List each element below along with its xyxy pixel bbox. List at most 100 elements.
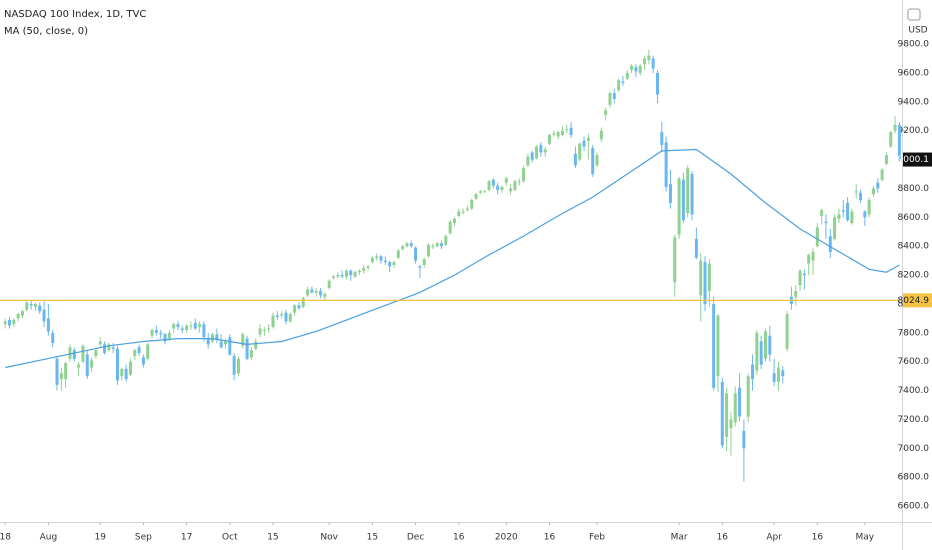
candle-body xyxy=(414,247,418,261)
candle-body xyxy=(854,191,858,193)
x-tick-label: 15 xyxy=(367,533,378,543)
candle-body xyxy=(608,93,612,105)
candle-body xyxy=(630,65,634,71)
y-tick-label: 9800.0 xyxy=(898,40,930,50)
indicator-legend: MA (50, close, 0) xyxy=(4,26,88,37)
x-tick-label: May xyxy=(856,533,875,543)
candle-body xyxy=(742,431,746,449)
candle-body xyxy=(643,58,647,65)
x-tick-label: 2020 xyxy=(495,533,518,543)
candle-body xyxy=(25,302,29,310)
candle-body xyxy=(133,350,137,356)
last-price-tag xyxy=(903,152,932,167)
candle-body xyxy=(409,243,413,247)
candle-body xyxy=(357,270,361,273)
candle-body xyxy=(582,140,586,147)
candle-body xyxy=(98,341,102,345)
x-tick-label: 16 xyxy=(453,533,465,543)
candle-body xyxy=(288,314,292,322)
candle-body xyxy=(167,332,171,339)
candle-body xyxy=(729,419,733,429)
candle-body xyxy=(185,325,189,330)
candle-body xyxy=(314,290,318,293)
candle-body xyxy=(755,332,759,371)
candle-body xyxy=(189,325,193,327)
x-tick-label: 17 xyxy=(181,533,192,543)
candle-body xyxy=(392,262,396,265)
candle-body xyxy=(560,130,564,136)
candle-body xyxy=(712,303,716,388)
candle-body xyxy=(703,262,707,304)
candle-body xyxy=(236,358,240,374)
candle-body xyxy=(478,191,482,193)
candle-body xyxy=(249,350,253,358)
candle-body xyxy=(820,210,824,216)
candle-body xyxy=(595,155,599,166)
candle-body xyxy=(539,145,543,153)
candle-body xyxy=(647,55,651,60)
candle-body xyxy=(547,135,551,144)
candle-body xyxy=(785,314,789,349)
candle-body xyxy=(353,272,357,277)
candle-body xyxy=(526,156,530,166)
candle-body xyxy=(759,341,763,365)
candle-body xyxy=(699,260,703,296)
candle-body xyxy=(323,293,327,297)
candle-body xyxy=(694,238,698,258)
candle-body xyxy=(591,148,595,174)
candle-body xyxy=(457,211,461,216)
candle-body xyxy=(103,344,107,354)
candle-body xyxy=(841,210,845,212)
candle-body xyxy=(146,344,150,359)
candle-body xyxy=(8,319,12,326)
candle-body xyxy=(535,146,539,159)
candle-body xyxy=(370,257,374,263)
candle-body xyxy=(725,393,729,437)
candle-body xyxy=(828,236,832,252)
y-tick-label: 6600.0 xyxy=(898,502,930,512)
candle-body xyxy=(461,211,465,213)
candle-body xyxy=(863,211,867,218)
x-tick-label: 16 xyxy=(544,533,556,543)
candle-body xyxy=(677,178,681,235)
candle-body xyxy=(12,319,16,325)
candle-body xyxy=(228,337,232,355)
candle-body xyxy=(401,246,405,250)
candle-body xyxy=(124,368,128,380)
x-tick-label: Oct xyxy=(222,533,238,543)
candle-body xyxy=(128,361,132,375)
candle-body xyxy=(38,305,42,312)
candle-body xyxy=(20,311,24,316)
candle-body xyxy=(556,132,560,137)
candle-body xyxy=(720,381,724,446)
candle-body xyxy=(29,303,33,306)
candle-body xyxy=(686,168,690,213)
candle-body xyxy=(193,322,197,329)
hline-price-tag xyxy=(903,293,932,308)
candle-body xyxy=(254,341,258,349)
candle-body xyxy=(621,81,625,84)
candle-body xyxy=(880,169,884,180)
candle-body xyxy=(738,387,742,417)
candle-body xyxy=(405,243,409,247)
candle-body xyxy=(668,184,672,203)
candle-body xyxy=(763,331,767,359)
x-tick-label: Sep xyxy=(135,533,152,543)
candle-body xyxy=(319,290,323,296)
settings-icon[interactable] xyxy=(907,8,921,21)
candle-body xyxy=(509,188,513,192)
candle-body xyxy=(781,370,785,377)
candle-body xyxy=(72,350,76,359)
candle-body xyxy=(293,305,297,313)
candle-body xyxy=(655,72,659,95)
candle-body xyxy=(59,373,63,380)
candle-body xyxy=(206,338,210,345)
candle-body xyxy=(51,332,55,343)
hline-price-label: 8024.9 xyxy=(898,296,930,306)
y-tick-label: 7200.0 xyxy=(898,415,930,425)
x-tick-label: Mar xyxy=(671,533,688,543)
candle-body xyxy=(383,260,387,263)
candle-body xyxy=(846,202,850,221)
candle-body xyxy=(215,334,219,341)
